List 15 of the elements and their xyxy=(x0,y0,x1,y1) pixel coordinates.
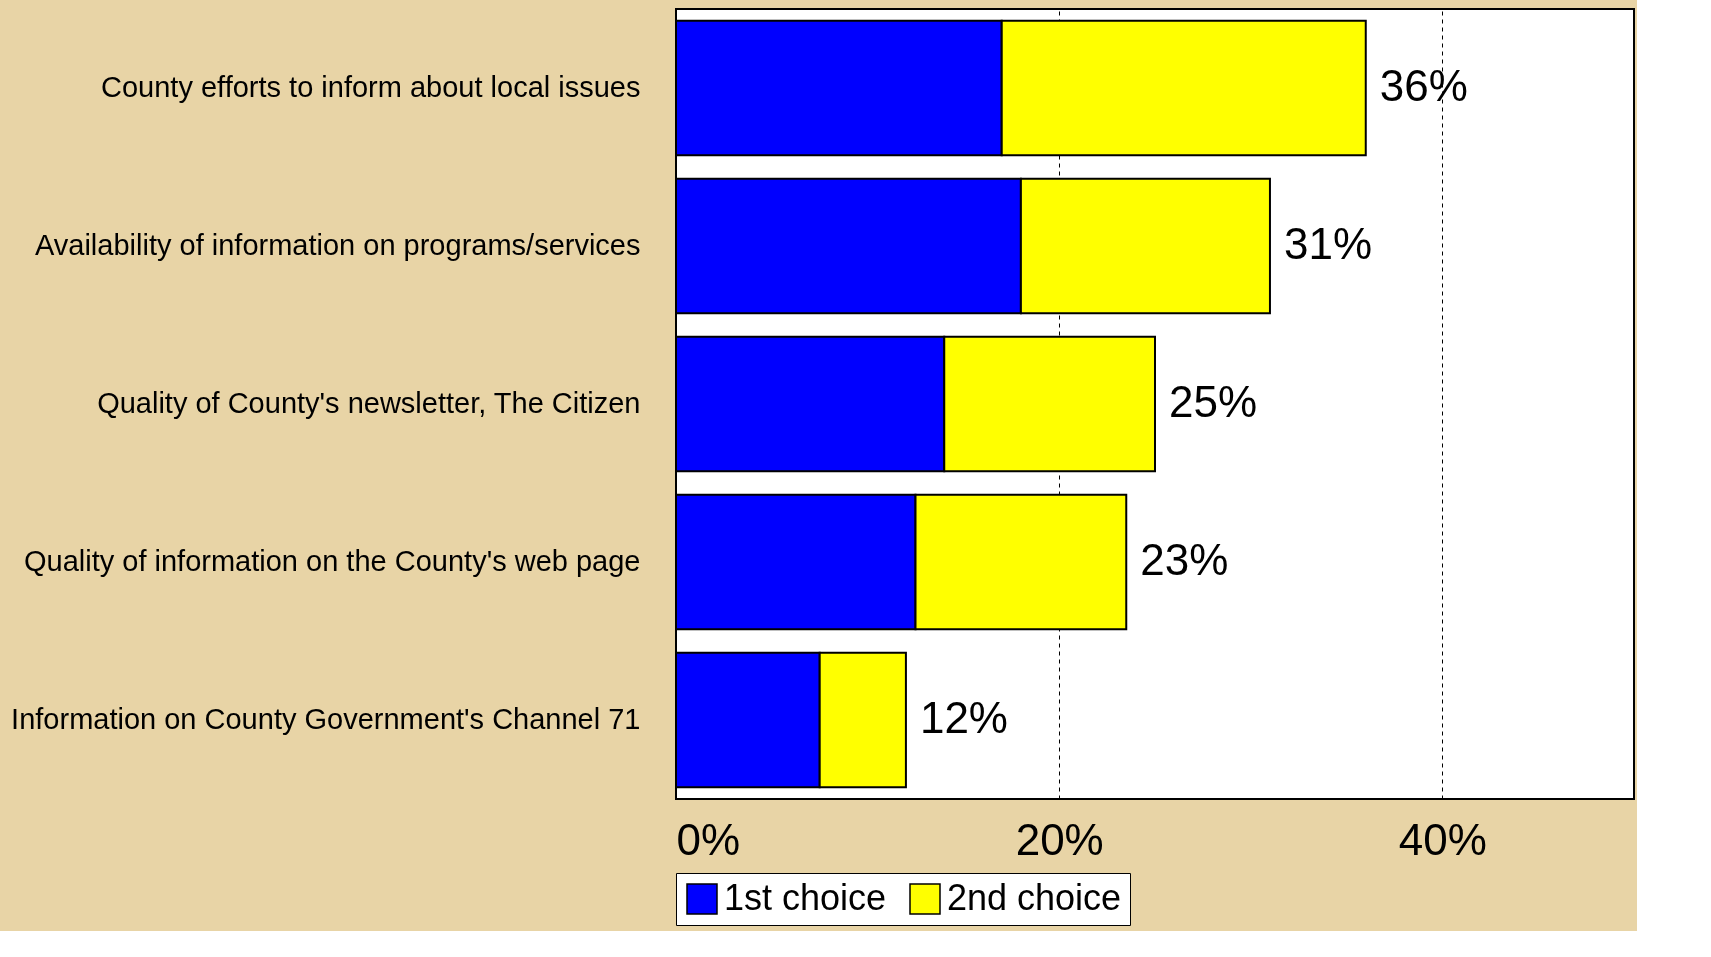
legend-label: 1st choice xyxy=(724,877,887,918)
x-tick-label: 0% xyxy=(676,814,741,864)
total-label: 31% xyxy=(1283,219,1373,268)
y-tick-label: Information on County Government's Channel 71 xyxy=(11,703,641,735)
y-tick-label: County efforts to inform about local issues xyxy=(101,71,641,103)
total-label: 23% xyxy=(1140,535,1229,584)
y-tick-label: Availability of information on programs/services xyxy=(34,229,641,261)
total-label: 36% xyxy=(1379,61,1468,110)
y-tick-label: Quality of information on the County's web page xyxy=(23,545,641,577)
total-label: 12% xyxy=(919,693,1008,742)
x-tick-label: 40% xyxy=(1398,814,1487,864)
x-tick-label: 20% xyxy=(1015,814,1104,864)
y-tick-label: Quality of County's newsletter, The Citizen xyxy=(97,387,641,419)
total-label: 25% xyxy=(1169,377,1258,426)
legend-label: 2nd choice xyxy=(947,877,1122,918)
